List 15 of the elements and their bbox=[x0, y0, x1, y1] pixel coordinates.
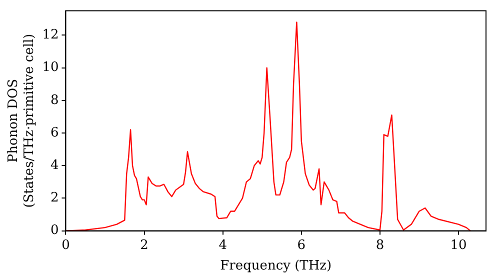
y-tick-label: 6 bbox=[50, 125, 59, 140]
y-tick-label: 4 bbox=[50, 158, 59, 173]
x-axis-title: Frequency (THz) bbox=[220, 258, 332, 274]
x-tick-label: 0 bbox=[62, 238, 70, 253]
y-tick-label: 0 bbox=[50, 223, 59, 238]
x-tick-label: 6 bbox=[297, 238, 306, 253]
x-tick-label: 2 bbox=[140, 238, 148, 253]
y-axis-title: Phonon DOS (States/THz·primitive cell) bbox=[6, 34, 37, 208]
y-tick-label: 8 bbox=[50, 92, 59, 108]
y-tick-label: 10 bbox=[42, 60, 59, 76]
x-tick-label: 8 bbox=[376, 238, 384, 253]
y-tick-label: 12 bbox=[42, 28, 59, 43]
x-tick-label: 10 bbox=[450, 238, 467, 253]
y-tick-label: 2 bbox=[50, 190, 59, 206]
x-tick-label: 4 bbox=[218, 238, 227, 253]
